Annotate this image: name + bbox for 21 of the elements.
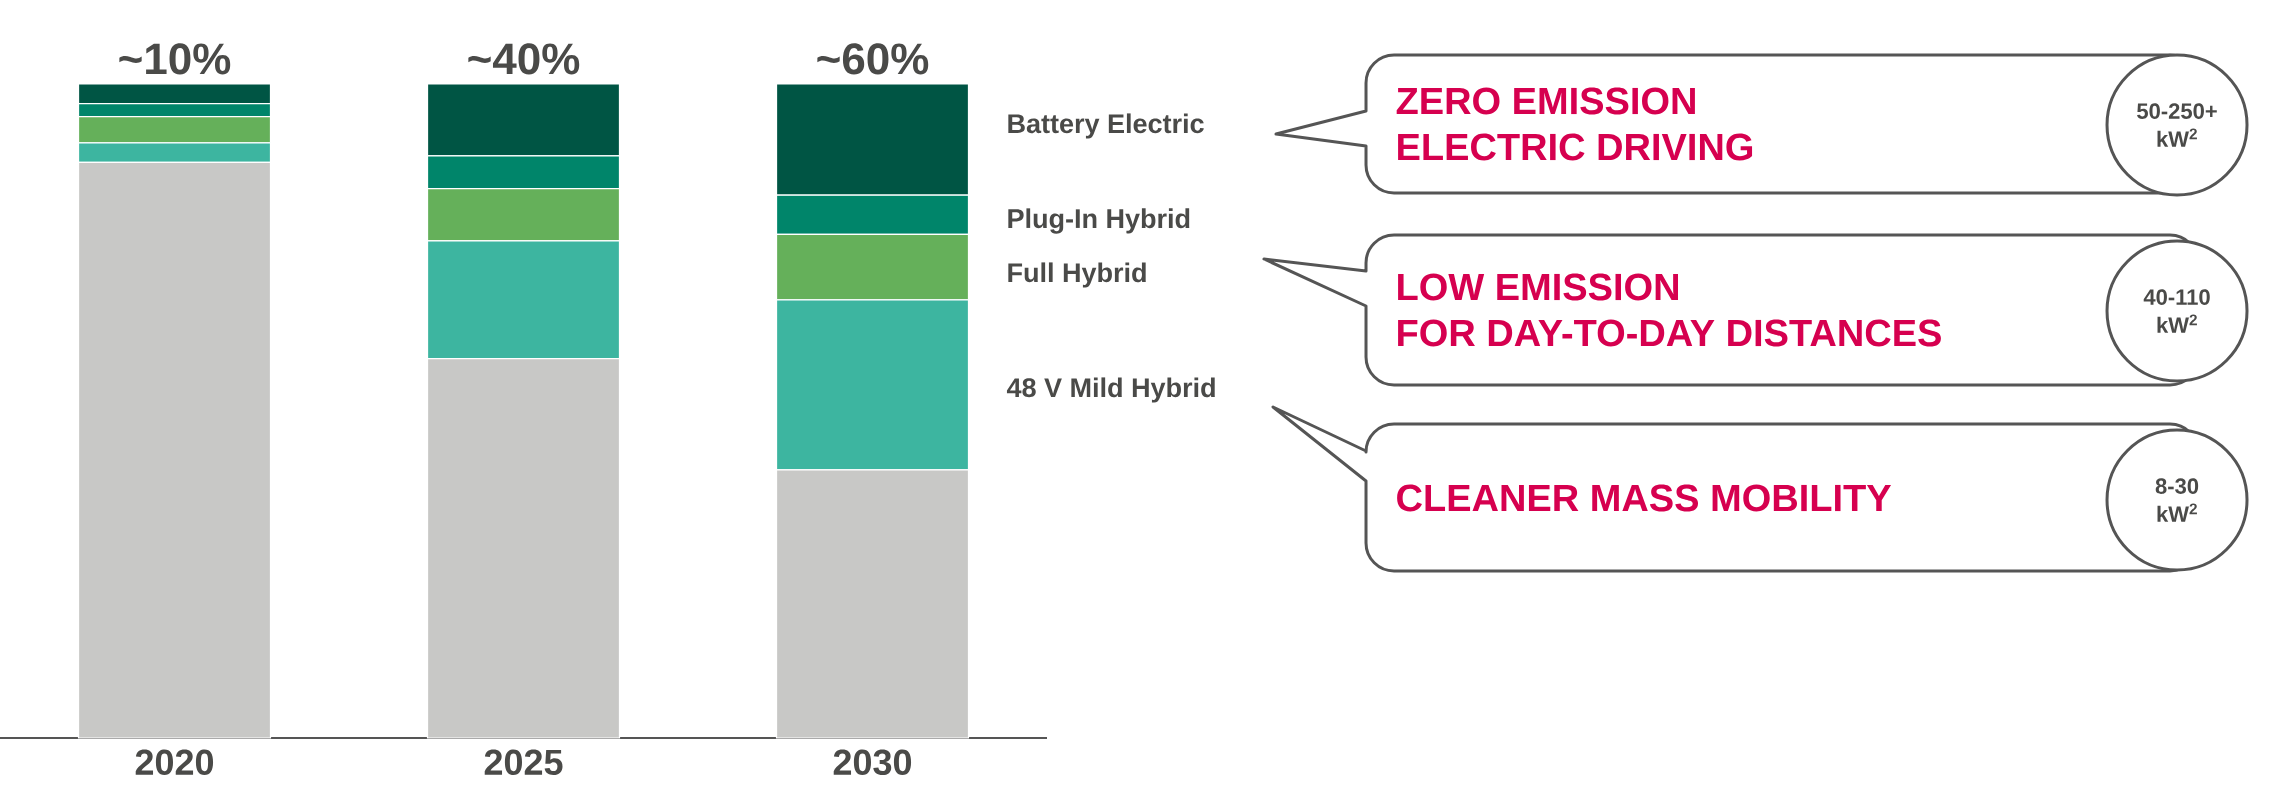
text: 8-30 (2155, 478, 2199, 494)
series-label: 48 V Mild Hybrid (1006, 377, 1215, 403)
text: ZERO EMISSION (1396, 87, 1695, 115)
x-tick-label: 2025 (484, 749, 563, 776)
series-label: Battery Electric (1008, 113, 1204, 139)
series-label: Full Hybrid (1008, 262, 1146, 288)
text: kW$^{2}$ (2157, 314, 2197, 333)
text: CLEANER MASS MOBILITY (1397, 484, 1892, 512)
text: ELECTRIC DRIVING (1398, 133, 1753, 161)
series-label: Plug-In Hybrid (1008, 208, 1190, 234)
x-tick-label: 2020 (135, 749, 214, 776)
annotation: ~40% (468, 43, 580, 75)
annotation: ~60% (817, 43, 929, 75)
text: 40-110 (2143, 289, 2210, 305)
annotation: ~10% (119, 43, 231, 75)
text: FOR DAY-TO-DAY DISTANCES (1398, 319, 1941, 347)
text: 50-250+ (2137, 103, 2217, 119)
x-tick-label: 2030 (833, 749, 912, 776)
text: kW$^{2}$ (2157, 128, 2197, 147)
text: LOW EMISSION (1398, 273, 1678, 301)
text: kW$^{2}$ (2157, 503, 2197, 522)
